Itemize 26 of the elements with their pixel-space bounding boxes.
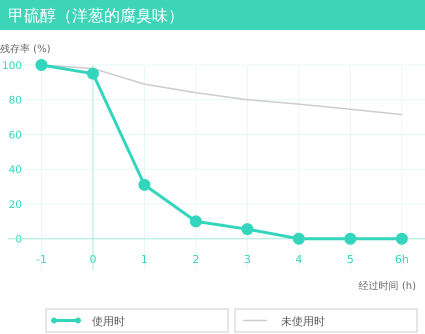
- y-tick-label: 20: [8, 198, 22, 211]
- point: [396, 232, 408, 245]
- point: [190, 215, 202, 228]
- point: [86, 68, 99, 80]
- legend-label: 未使用时: [281, 315, 325, 328]
- point: [35, 59, 48, 71]
- y-tick-label: 80: [8, 94, 22, 107]
- y-tick-label: 40: [8, 164, 22, 176]
- x-tick-label: 5: [346, 253, 354, 266]
- x-tick-label: -1: [36, 253, 47, 266]
- x-axis-title: 经过时间 (h): [358, 280, 416, 292]
- x-tick-label: 1: [140, 253, 148, 266]
- y-tick-label: 100: [2, 60, 22, 72]
- point: [344, 232, 356, 245]
- point: [138, 178, 150, 191]
- point: [241, 223, 254, 236]
- x-tick-label: 3: [244, 253, 251, 266]
- legend-label: 使用时: [92, 315, 125, 328]
- x-tick-label: 6h: [394, 253, 409, 266]
- title: 甲硫醇（洋葱的腐臭味）: [0, 0, 425, 30]
- y-axis-title: 残存率 (%): [0, 43, 51, 55]
- chart-title: 甲硫醇（洋葱的腐臭味）: [8, 6, 184, 25]
- y-tick-label: 60: [8, 129, 22, 142]
- x-tick-label: 4: [295, 253, 302, 266]
- x-tick-label: 2: [192, 253, 200, 266]
- point: [292, 232, 305, 245]
